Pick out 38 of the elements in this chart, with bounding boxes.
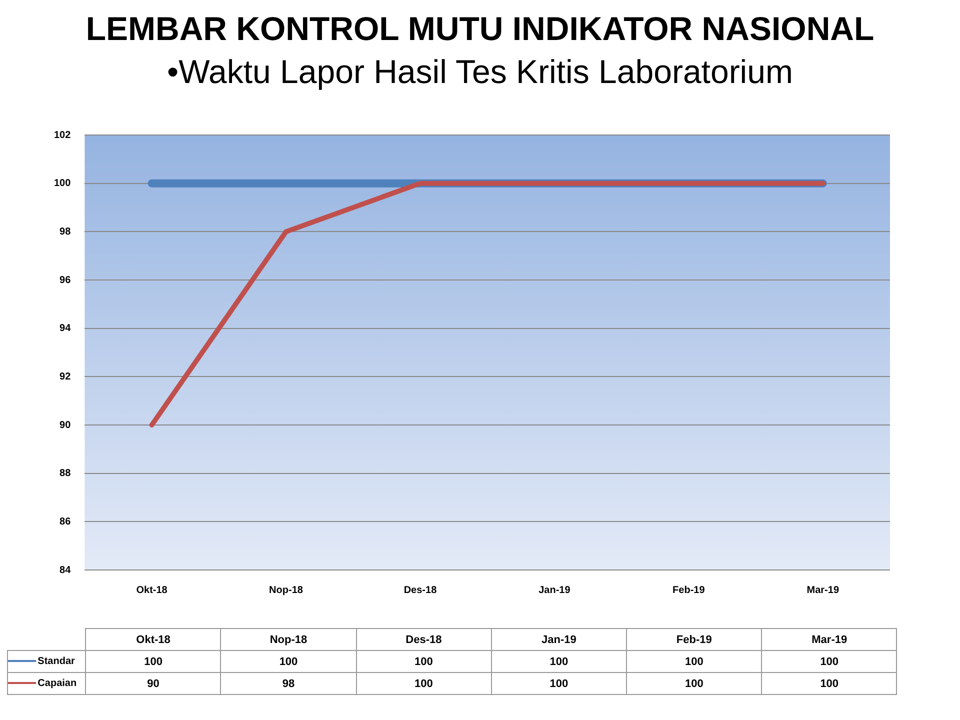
y-tick-label: 90 <box>60 420 72 431</box>
y-tick-label: 94 <box>60 323 72 334</box>
x-tick-label: Feb-19 <box>672 584 706 596</box>
category-label: Jan-19 <box>542 634 576 646</box>
legend-label: Standar <box>7 650 86 672</box>
y-tick-label: 88 <box>60 468 72 480</box>
x-tick-label: Mar-19 <box>806 584 840 596</box>
category-label: Mar-19 <box>812 634 848 646</box>
y-tick-label: 102 <box>54 130 72 141</box>
category-label: Des-18 <box>406 634 442 646</box>
data-label: 100 <box>220 650 356 672</box>
x-tick-label: Des-18 <box>404 584 438 596</box>
data-label: 100 <box>762 672 897 694</box>
x-tick-label: Nop-18 <box>269 584 304 596</box>
category-label: Nop-18 <box>270 634 308 646</box>
data-label: 100 <box>356 672 492 694</box>
y-tick-label: 98 <box>60 226 72 238</box>
y-tick-label: 92 <box>60 371 72 382</box>
data-label: 100 <box>762 650 897 672</box>
data-label: 100 <box>86 650 221 672</box>
data-label: 100 <box>491 672 627 694</box>
category-label: Feb-19 <box>676 634 712 646</box>
x-tick-label: Jan-19 <box>538 584 571 596</box>
y-tick-label: 84 <box>60 564 72 576</box>
data-label: 100 <box>626 672 762 694</box>
legend-label: Capaian <box>7 672 86 694</box>
chart-subtitle: •Waktu Lapor Hasil Tes Kritis Laboratorium <box>166 53 794 91</box>
data-label: 90 <box>86 672 221 694</box>
data-label: 100 <box>356 650 492 672</box>
data-label: 100 <box>626 650 762 672</box>
y-tick-label: 96 <box>60 274 72 286</box>
y-tick-label: 86 <box>60 516 72 528</box>
chart-title: LEMBAR KONTROL MUTU INDIKATOR NASIONAL <box>84 10 876 48</box>
y-tick-label: 100 <box>54 178 72 190</box>
data-label: 100 <box>491 650 627 672</box>
category-label: Okt-18 <box>136 634 170 646</box>
data-label: 98 <box>220 672 356 694</box>
x-tick-label: Okt-18 <box>136 584 168 596</box>
